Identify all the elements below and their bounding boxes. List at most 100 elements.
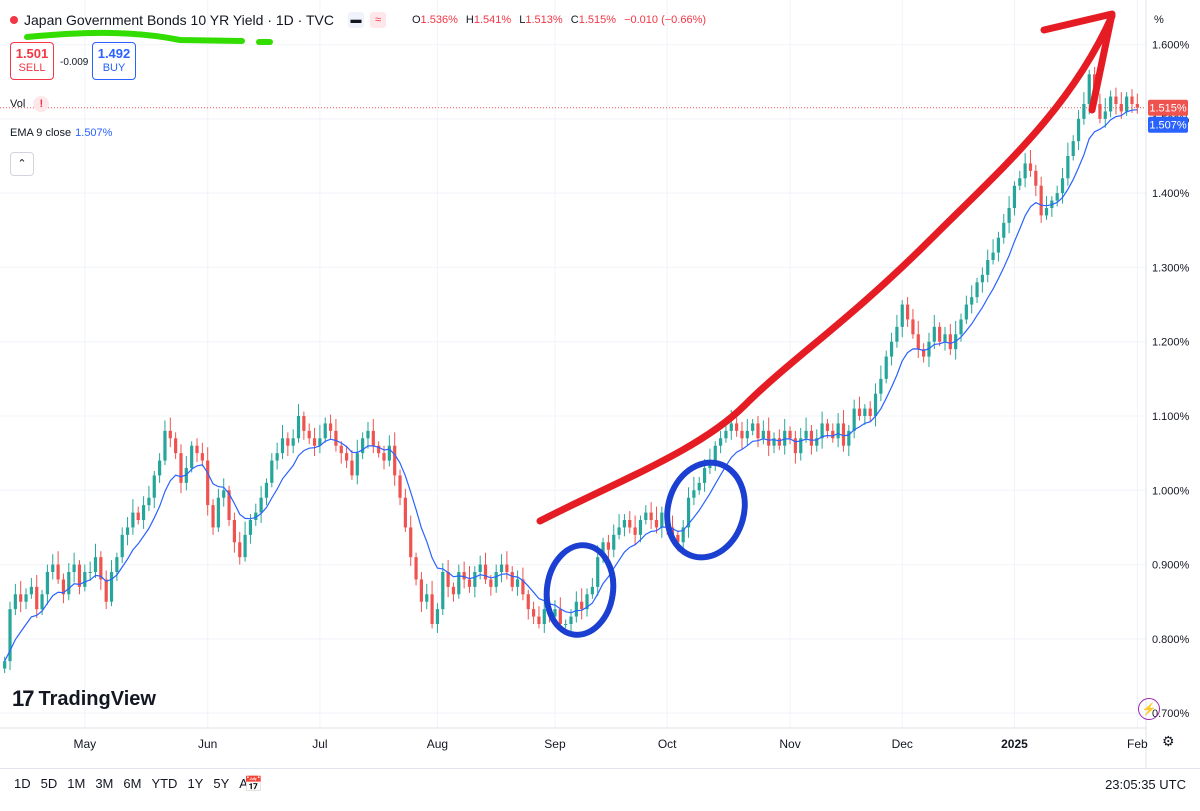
utc-clock[interactable]: 23:05:35 UTC — [1105, 777, 1186, 792]
candle-body — [1114, 96, 1118, 104]
symbol-header[interactable]: Japan Government Bonds 10 YR Yield · 1D … — [10, 12, 711, 28]
candle-body — [948, 334, 952, 350]
candle-body — [152, 475, 156, 498]
candle-body — [916, 334, 920, 350]
logo-mark-icon: 17 — [12, 686, 35, 711]
candle-body — [339, 445, 343, 454]
candle-body — [457, 572, 461, 595]
spread-value: -0.009 — [60, 57, 89, 68]
candle-body — [275, 453, 279, 461]
candle-body — [1130, 96, 1134, 104]
volume-label: Vol — [10, 98, 26, 110]
candle-body — [900, 304, 904, 327]
gear-icon[interactable]: ⚙ — [1162, 733, 1175, 749]
candle-body — [777, 438, 781, 446]
price-scale[interactable]: 1.600%1.500%1.400%1.300%1.200%1.100%1.00… — [1152, 40, 1190, 721]
candle-body — [922, 349, 926, 357]
range-1y[interactable]: 1Y — [187, 776, 204, 791]
candle-body — [863, 408, 867, 416]
last-price-label: 1.515% — [1149, 103, 1187, 115]
candle-body — [585, 594, 589, 610]
candle-body — [836, 423, 840, 439]
candle-body — [483, 564, 488, 580]
candle-body — [206, 460, 210, 506]
candle-body — [628, 520, 632, 528]
candle-body — [259, 497, 263, 513]
price-tick-label: 1.100% — [1152, 411, 1190, 423]
candle-body — [451, 586, 456, 595]
calendar-icon[interactable]: 📅 — [244, 776, 263, 793]
range-selector: 1D 5D 1M 3M 6M YTD 1Y 5Y All — [14, 776, 254, 791]
candle-body — [419, 579, 424, 602]
range-1m[interactable]: 1M — [67, 776, 86, 791]
candle-body — [505, 564, 509, 572]
range-5y[interactable]: 5Y — [213, 776, 230, 791]
volume-legend[interactable]: Vol ! — [10, 96, 50, 112]
tradingview-logo[interactable]: 17 TradingView — [12, 686, 156, 712]
candle-body — [158, 460, 162, 476]
range-6m[interactable]: 6M — [123, 776, 142, 791]
candle-body — [109, 572, 114, 602]
candle-body — [964, 304, 968, 320]
candle-body — [51, 564, 55, 572]
ema-price-tag: 1.507% — [1148, 116, 1188, 133]
candle-body — [1039, 185, 1043, 216]
candle-body — [425, 594, 429, 602]
sell-price: 1.501 — [15, 46, 49, 61]
candle-body — [462, 572, 466, 580]
candle-body — [8, 609, 12, 662]
chevron-up-icon[interactable]: ⌃ — [10, 152, 34, 176]
candle-body — [67, 572, 71, 595]
candle-body — [1135, 104, 1139, 108]
candle-body — [280, 438, 285, 454]
toggle-icon[interactable]: ▬ — [347, 12, 364, 28]
candle-body — [1044, 208, 1049, 216]
candle-body — [1034, 170, 1038, 186]
candle-body — [478, 564, 482, 572]
candle-body — [291, 438, 295, 446]
range-1d[interactable]: 1D — [14, 776, 31, 791]
range-all[interactable]: All — [239, 776, 254, 791]
candle-body — [125, 527, 130, 535]
candle-body — [772, 438, 776, 446]
compare-icon[interactable]: ≈ — [369, 12, 386, 28]
time-tick-label: Nov — [779, 737, 800, 751]
candle-body — [1055, 193, 1059, 201]
lightning-icon[interactable]: ⚡ — [1138, 698, 1160, 720]
symbol-title[interactable]: Japan Government Bonds 10 YR Yield · 1D … — [24, 12, 334, 28]
candle-body — [793, 438, 797, 454]
candle-body — [649, 512, 653, 520]
unit-label[interactable]: % — [1154, 14, 1164, 26]
warning-icon[interactable]: ! — [33, 96, 50, 112]
candle-body — [1098, 104, 1102, 119]
buy-button[interactable]: 1.492 BUY — [92, 42, 136, 80]
time-tick-label: Dec — [892, 737, 913, 751]
candle-body — [61, 579, 66, 595]
time-scale[interactable]: MayJunJulAugSepOctNovDec2025FebMar — [73, 737, 1200, 751]
range-5d[interactable]: 5D — [40, 776, 58, 791]
candle-body — [991, 252, 995, 260]
candle-body — [489, 579, 493, 587]
candle-body — [606, 542, 610, 550]
range-ytd[interactable]: YTD — [151, 776, 178, 791]
candle-body — [612, 534, 616, 550]
candle-body — [147, 497, 151, 506]
candle-body — [681, 527, 685, 543]
candle-body — [889, 341, 894, 357]
time-tick-label: Oct — [658, 737, 677, 751]
candle-body — [398, 475, 402, 498]
candle-body — [676, 534, 680, 543]
candle-body — [99, 557, 103, 580]
range-3m[interactable]: 3M — [95, 776, 114, 791]
price-tick-label: 1.000% — [1152, 485, 1190, 497]
candle-body — [216, 497, 220, 528]
sell-button[interactable]: 1.501 SELL — [10, 42, 54, 80]
candle-body — [334, 430, 338, 446]
candle-body — [932, 326, 936, 342]
candle-body — [1007, 208, 1011, 223]
time-tick-label: May — [73, 737, 96, 751]
candle-body — [825, 423, 830, 431]
ema-legend[interactable]: EMA 9 close 1.507% — [10, 127, 112, 139]
candle-body — [510, 572, 514, 587]
